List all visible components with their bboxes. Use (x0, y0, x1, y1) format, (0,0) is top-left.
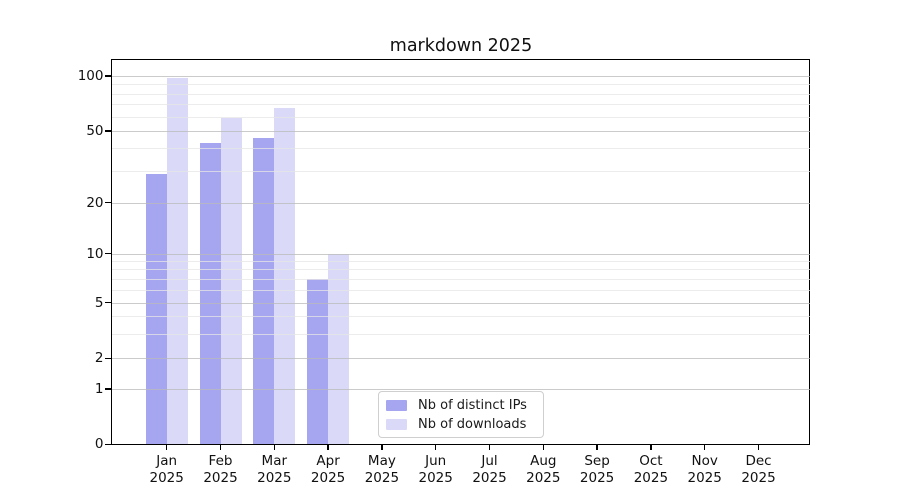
legend-label-distinct-ips: Nb of distinct IPs (418, 398, 527, 413)
x-axis-tick (327, 444, 329, 451)
x-axis-tick-label: Jun 2025 (409, 453, 463, 486)
y-axis-tick-label: 5 (94, 294, 104, 311)
x-axis-tick-label: Jan 2025 (140, 453, 194, 486)
major-gridline (111, 302, 810, 304)
x-tick-month: Apr (316, 453, 340, 469)
major-gridline (111, 389, 810, 390)
x-axis-tick-label: Dec 2025 (732, 453, 786, 486)
x-tick-month: Nov (691, 453, 718, 469)
x-axis-tick-label: Aug 2025 (516, 453, 570, 486)
x-tick-year: 2025 (472, 469, 507, 486)
bar-downloads (274, 107, 296, 445)
minor-gridline (111, 333, 810, 335)
minor-gridline (111, 269, 810, 271)
legend-item-downloads: Nb of downloads (386, 415, 543, 434)
x-axis-tick-label: Oct 2025 (624, 453, 678, 486)
y-axis-tick (105, 252, 111, 255)
y-axis-tick (105, 75, 111, 77)
x-axis-tick (219, 444, 222, 451)
bar-downloads (328, 253, 350, 445)
x-axis-tick-label: Nov 2025 (678, 453, 732, 486)
x-tick-year: 2025 (418, 469, 453, 486)
x-tick-year: 2025 (203, 469, 238, 486)
x-tick-year: 2025 (633, 469, 669, 486)
minor-gridline (111, 116, 810, 118)
x-tick-year: 2025 (579, 469, 615, 486)
legend: Nb of distinct IPs Nb of downloads (378, 391, 544, 438)
x-tick-month: Jul (481, 453, 498, 469)
minor-gridline (111, 93, 810, 95)
y-axis-tick-label: 0 (94, 436, 104, 453)
major-gridline (111, 358, 810, 360)
minor-gridline (111, 84, 810, 86)
x-axis-tick (596, 444, 598, 451)
minor-gridline (111, 260, 810, 262)
x-axis-tick (434, 444, 437, 451)
x-axis-tick-label: Apr 2025 (301, 453, 355, 486)
y-axis-tick (105, 201, 111, 204)
y-axis-tick-label: 50 (86, 123, 104, 139)
chart-title: markdown 2025 (389, 36, 533, 56)
legend-item-distinct-ips: Nb of distinct IPs (386, 396, 543, 415)
minor-gridline (111, 104, 810, 106)
x-axis-tick (273, 444, 276, 451)
x-axis-tick (165, 444, 168, 451)
minor-gridline (111, 289, 810, 291)
x-axis-tick (381, 444, 383, 451)
x-tick-year: 2025 (149, 469, 184, 486)
y-axis-tick (105, 301, 111, 304)
x-axis-tick (757, 444, 760, 451)
x-tick-year: 2025 (310, 469, 346, 486)
bar-distinct-ips (145, 173, 167, 445)
major-gridline (111, 253, 810, 255)
x-tick-month: Sep (584, 453, 610, 469)
x-tick-month: Jun (425, 453, 447, 469)
bar-distinct-ips (199, 142, 221, 445)
y-axis-tick-label: 1 (94, 381, 104, 397)
y-axis-tick-label: 100 (77, 68, 104, 84)
x-tick-month: Jan (156, 453, 178, 469)
x-tick-month: Aug (530, 453, 557, 469)
x-axis-tick-label: Feb 2025 (194, 453, 248, 486)
minor-gridline (111, 316, 810, 318)
y-axis-tick (105, 443, 111, 446)
legend-swatch-distinct-ips (386, 400, 407, 411)
bar-downloads (220, 117, 242, 445)
x-axis-tick-label: Sep 2025 (570, 453, 624, 486)
x-axis-tick-label: Mar 2025 (247, 453, 301, 486)
x-tick-year: 2025 (257, 469, 292, 486)
bar-distinct-ips (253, 137, 275, 445)
legend-swatch-downloads (386, 419, 407, 430)
major-gridline (111, 76, 810, 77)
y-axis-tick (105, 388, 111, 390)
bar-distinct-ips (307, 278, 329, 445)
y-axis-tick-label: 20 (86, 194, 104, 211)
x-tick-month: Feb (208, 453, 233, 469)
x-axis-tick (703, 444, 706, 451)
x-tick-month: Mar (261, 453, 288, 469)
y-axis-tick (105, 357, 111, 360)
y-axis-tick-label: 2 (94, 350, 104, 367)
x-tick-month: Dec (745, 453, 772, 469)
x-axis-tick-label: May 2025 (355, 453, 409, 486)
x-tick-year: 2025 (364, 469, 400, 486)
x-tick-month: Oct (639, 453, 663, 469)
y-axis-tick (105, 130, 111, 132)
x-axis-tick-label: Jul 2025 (463, 453, 517, 486)
x-axis-tick (542, 444, 545, 451)
x-axis-tick (488, 444, 491, 451)
major-gridline (111, 202, 810, 204)
minor-gridline (111, 148, 810, 150)
minor-gridline (111, 170, 810, 172)
x-axis-tick (650, 444, 652, 451)
major-gridline (111, 131, 810, 132)
x-tick-year: 2025 (741, 469, 776, 486)
x-tick-month: May (367, 453, 396, 469)
x-tick-year: 2025 (687, 469, 722, 486)
legend-label-downloads: Nb of downloads (418, 417, 527, 432)
minor-gridline (111, 278, 810, 280)
x-tick-year: 2025 (526, 469, 561, 486)
y-axis-tick-label: 10 (86, 245, 104, 262)
